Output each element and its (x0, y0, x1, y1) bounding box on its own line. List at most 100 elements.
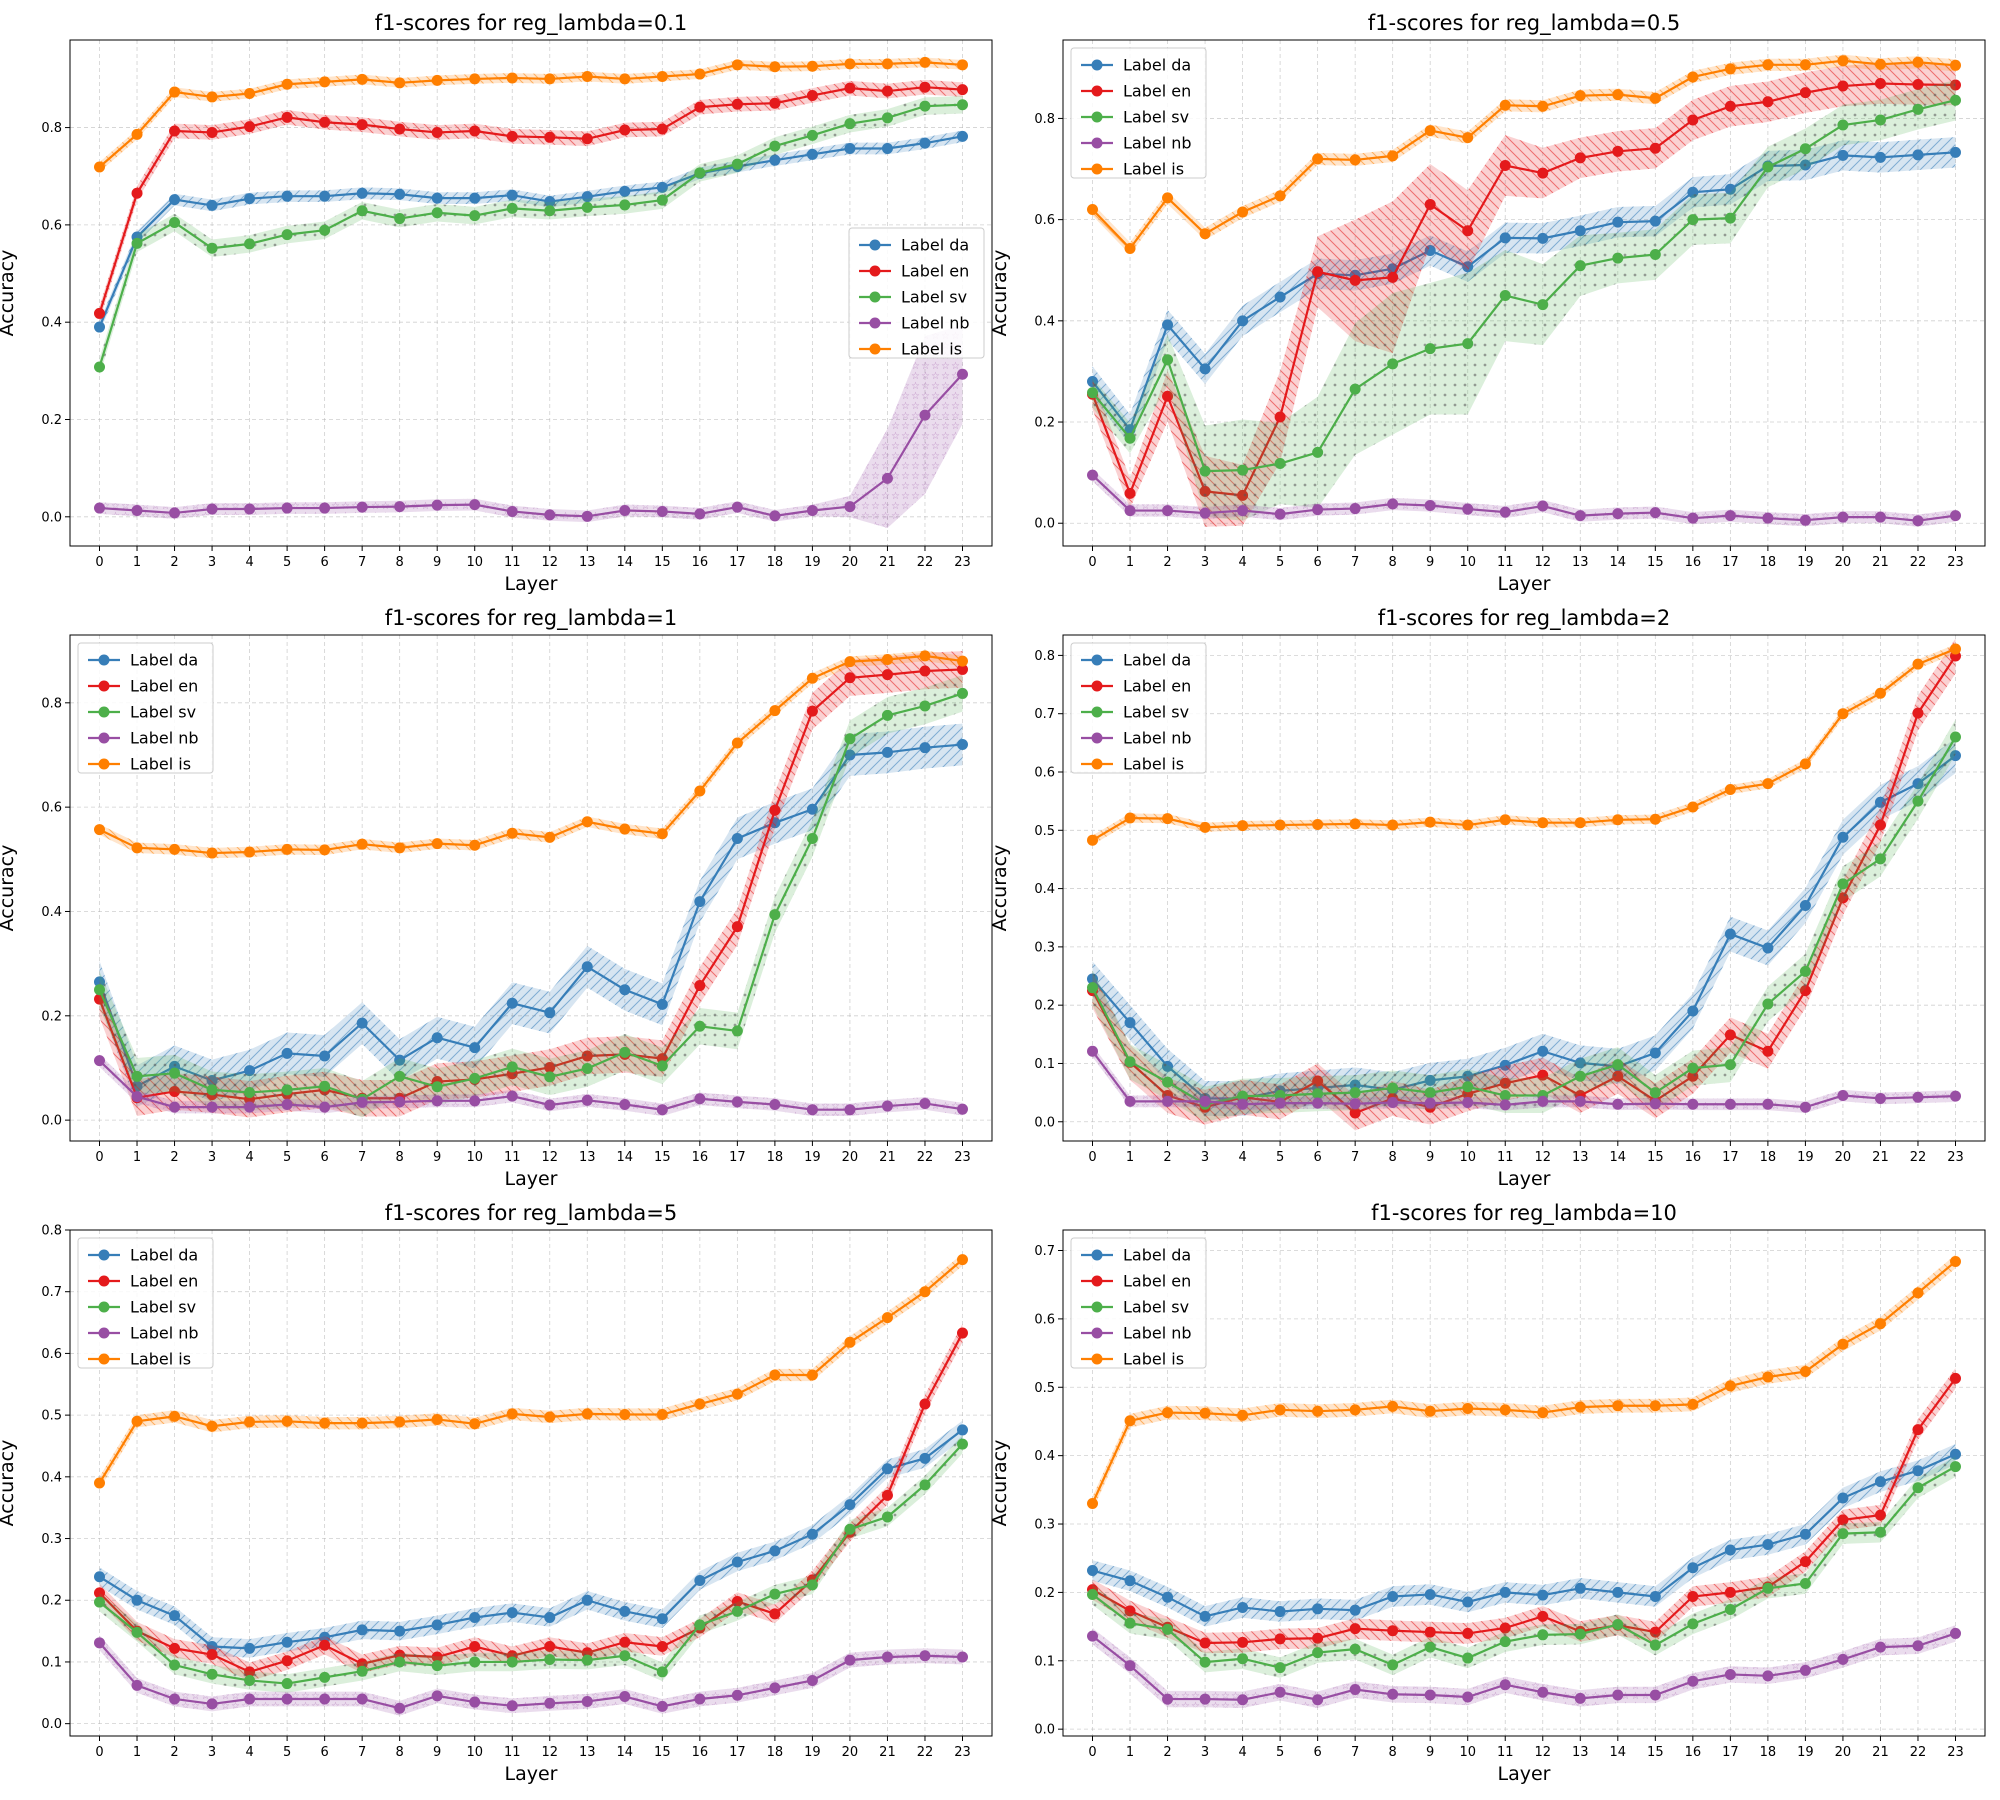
legend-box (1070, 47, 1207, 179)
legend-marker (98, 1301, 110, 1313)
x-tick-label: 8 (396, 1745, 404, 1760)
data-point (1762, 1045, 1774, 1057)
x-tick-label: 3 (208, 1150, 216, 1165)
data-point (469, 839, 481, 851)
data-point (1912, 149, 1924, 161)
data-point (394, 1416, 406, 1428)
data-point (1949, 510, 1961, 522)
confidence-band-hatch (99, 57, 963, 172)
series-nb (1087, 469, 1961, 527)
y-axis-label: Accuracy (989, 845, 1011, 932)
data-point (1799, 1578, 1811, 1590)
data-point (881, 654, 893, 666)
data-point (281, 1098, 293, 1110)
data-point (244, 1101, 256, 1113)
x-tick-label: 10 (466, 1150, 483, 1165)
data-point (169, 1693, 181, 1705)
data-point (169, 194, 181, 206)
chart-title: f1-scores for reg_lambda=0.5 (1368, 11, 1681, 36)
data-point (1762, 96, 1774, 108)
data-point (1124, 242, 1136, 254)
x-tick-label: 16 (1685, 1745, 1702, 1760)
data-point (1574, 1582, 1586, 1594)
data-point (469, 125, 481, 137)
data-point (431, 1081, 443, 1093)
data-point (769, 1369, 781, 1381)
data-point (919, 100, 931, 112)
x-tick-label: 3 (208, 555, 216, 570)
series-line (1091, 647, 1956, 842)
data-point (619, 1650, 631, 1662)
data-point (244, 121, 256, 133)
x-tick-label: 23 (954, 1745, 971, 1760)
x-axis-label: Layer (1498, 573, 1551, 595)
y-tick-label: 0.7 (41, 1285, 62, 1300)
data-point (1649, 215, 1661, 227)
data-point (806, 1579, 818, 1591)
data-point (656, 1666, 668, 1678)
data-point (319, 844, 331, 856)
data-point (431, 192, 443, 204)
data-point (169, 1101, 181, 1113)
data-point (1424, 1689, 1436, 1701)
series-line (1091, 99, 1956, 473)
x-tick-label: 19 (804, 1745, 821, 1760)
data-point (1537, 299, 1549, 311)
data-point (1537, 167, 1549, 179)
y-tick-label: 0.5 (1034, 1381, 1055, 1396)
data-point (244, 1416, 256, 1428)
data-point (1912, 658, 1924, 670)
data-point (356, 205, 368, 217)
data-point (656, 1104, 668, 1116)
data-point (1874, 511, 1886, 523)
data-point (844, 1523, 856, 1535)
data-point (469, 1042, 481, 1054)
data-point (319, 116, 331, 128)
y-axis-label: Accuracy (0, 845, 18, 932)
series-sv (1087, 79, 1961, 521)
data-point (394, 1070, 406, 1082)
data-point (694, 1020, 706, 1032)
data-point (131, 842, 143, 854)
data-point (1274, 1686, 1286, 1698)
data-point (356, 1017, 368, 1029)
data-point (281, 1693, 293, 1705)
y-tick-label: 0.8 (41, 121, 62, 136)
legend-box (1070, 1237, 1207, 1369)
x-tick-label: 21 (1872, 1150, 1889, 1165)
y-tick-label: 0.1 (1034, 1654, 1055, 1669)
data-point (1724, 1604, 1736, 1615)
data-point (731, 59, 743, 71)
data-point (919, 650, 931, 662)
x-tick-label: 10 (1459, 1150, 1476, 1165)
x-tick-label: 4 (1238, 555, 1246, 570)
x-tick-label: 3 (1201, 1150, 1209, 1165)
data-point (1949, 1448, 1961, 1460)
legend-marker (98, 654, 110, 666)
data-point (769, 1545, 781, 1557)
x-tick-label: 3 (1201, 1745, 1209, 1760)
data-point (619, 984, 631, 996)
data-point (1462, 1652, 1474, 1664)
data-point (844, 142, 856, 154)
data-point (1537, 500, 1549, 512)
data-point (1124, 1617, 1136, 1629)
series-line (1091, 1465, 1957, 1669)
y-tick-label: 0.0 (1034, 517, 1055, 532)
data-point (881, 1312, 893, 1324)
data-point (506, 202, 518, 214)
data-point (1574, 1401, 1586, 1413)
y-tick-label: 0.6 (41, 801, 62, 816)
confidence-band-hatch (99, 651, 963, 1118)
data-point (881, 1463, 893, 1475)
data-point (731, 501, 743, 513)
y-tick-label: 0.8 (41, 696, 62, 711)
confidence-band-hatch (99, 1054, 963, 1116)
x-tick-label: 18 (767, 555, 784, 570)
x-tick-label: 8 (396, 1150, 404, 1165)
y-tick-label: 0.6 (1034, 765, 1055, 780)
x-tick-label: 15 (1647, 555, 1664, 570)
data-point (844, 118, 856, 130)
series-line (1091, 1377, 1957, 1645)
data-point (544, 831, 556, 843)
